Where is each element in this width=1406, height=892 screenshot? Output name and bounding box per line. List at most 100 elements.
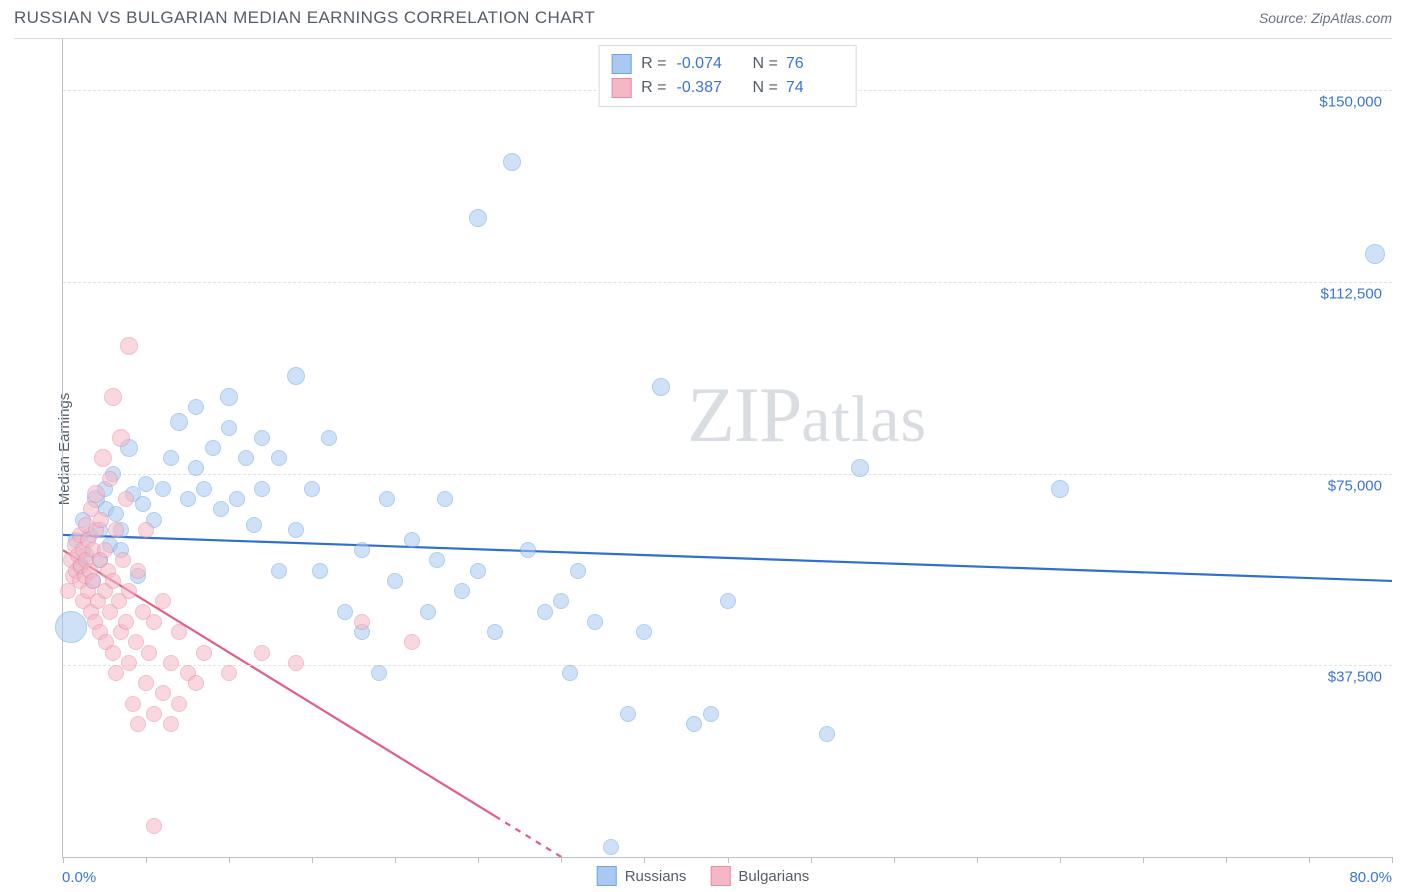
x-tick	[1060, 857, 1061, 863]
bulgarians-point	[146, 818, 162, 834]
russians-point	[454, 583, 470, 599]
bulgarians-swatch	[710, 866, 730, 886]
russians-point	[287, 367, 305, 385]
russians-point	[312, 563, 328, 579]
russians-point	[636, 624, 652, 640]
n-value: 74	[786, 79, 844, 97]
russians-point	[288, 522, 304, 538]
russians-point	[420, 604, 436, 620]
bulgarians-point	[141, 645, 157, 661]
bulgarians-point	[130, 563, 146, 579]
trend-lines	[63, 39, 1392, 857]
russians-point	[138, 476, 154, 492]
bulgarians-point	[146, 706, 162, 722]
bulgarians-point	[112, 429, 130, 447]
legend-label: Russians	[625, 868, 687, 885]
n-label: N =	[753, 79, 778, 97]
russians-point	[819, 726, 835, 742]
bulgarians-point	[118, 614, 134, 630]
gridline	[63, 665, 1392, 666]
russians-point	[135, 496, 151, 512]
bulgarians-point	[121, 583, 137, 599]
bulgarians-point	[404, 634, 420, 650]
russians-point	[703, 706, 719, 722]
x-tick	[1309, 857, 1310, 863]
russians-point	[553, 593, 569, 609]
x-tick	[146, 857, 147, 863]
russians-point	[387, 573, 403, 589]
x-tick	[312, 857, 313, 863]
russians-point	[487, 624, 503, 640]
x-tick	[395, 857, 396, 863]
legend-label: Bulgarians	[738, 868, 809, 885]
russians-point	[271, 563, 287, 579]
chart-container: Median Earnings ZIPatlas R =-0.074N =76R…	[14, 38, 1392, 858]
russians-point	[520, 542, 536, 558]
bulgarians-point	[93, 512, 109, 528]
russians-point	[238, 450, 254, 466]
bulgarians-point	[94, 449, 112, 467]
russians-point	[537, 604, 553, 620]
russians-point	[1365, 244, 1385, 264]
russians-point	[720, 593, 736, 609]
russians-point	[429, 552, 445, 568]
russians-point	[221, 420, 237, 436]
russians-swatch	[611, 54, 631, 74]
plot-area: ZIPatlas R =-0.074N =76R =-0.387N =74 $3…	[62, 39, 1392, 858]
russians-point	[220, 388, 238, 406]
bulgarians-point	[163, 655, 179, 671]
r-value: -0.074	[677, 55, 735, 73]
bulgarians-point	[115, 552, 131, 568]
russians-point	[603, 839, 619, 855]
russians-point	[163, 450, 179, 466]
russians-point	[570, 563, 586, 579]
russians-swatch	[597, 866, 617, 886]
bulgarians-point	[288, 655, 304, 671]
n-value: 76	[786, 55, 844, 73]
russians-point	[205, 440, 221, 456]
bulgarians-point	[146, 614, 162, 630]
r-label: R =	[641, 55, 666, 73]
russians-point	[188, 399, 204, 415]
russians-point	[213, 501, 229, 517]
y-tick-label: $150,000	[1319, 94, 1382, 111]
legend-item-russians: Russians	[597, 866, 687, 886]
x-tick	[478, 857, 479, 863]
y-tick-label: $75,000	[1328, 477, 1382, 494]
russians-point	[229, 491, 245, 507]
bulgarians-point	[125, 696, 141, 712]
russians-point	[686, 716, 702, 732]
x-tick	[728, 857, 729, 863]
watermark-bold: ZIP	[687, 371, 801, 458]
russians-point	[337, 604, 353, 620]
russians-point	[503, 153, 521, 171]
gridline	[63, 474, 1392, 475]
russians-point	[155, 481, 171, 497]
x-tick	[1392, 857, 1393, 863]
y-tick-label: $37,500	[1328, 669, 1382, 686]
russians-point	[170, 413, 188, 431]
russians-point	[304, 481, 320, 497]
bulgarians-point	[108, 665, 124, 681]
russians-point	[404, 532, 420, 548]
bulgarians-point	[221, 665, 237, 681]
russians-point	[371, 665, 387, 681]
y-tick-label: $112,500	[1321, 285, 1382, 302]
russians-point	[469, 209, 487, 227]
bulgarians-point	[105, 645, 121, 661]
source-prefix: Source:	[1259, 10, 1311, 26]
russians-point	[55, 611, 87, 643]
bulgarians-point	[171, 624, 187, 640]
russians-point	[254, 430, 270, 446]
x-tick	[561, 857, 562, 863]
bulgarians-point	[120, 337, 138, 355]
bulgarians-point	[254, 645, 270, 661]
bulgarians-point	[196, 645, 212, 661]
source-name: ZipAtlas.com	[1311, 10, 1392, 26]
bulgarians-point	[104, 388, 122, 406]
russians-point	[470, 563, 486, 579]
russians-point	[379, 491, 395, 507]
bulgarians-point	[108, 522, 124, 538]
russians-point	[620, 706, 636, 722]
bulgarians-point	[171, 696, 187, 712]
